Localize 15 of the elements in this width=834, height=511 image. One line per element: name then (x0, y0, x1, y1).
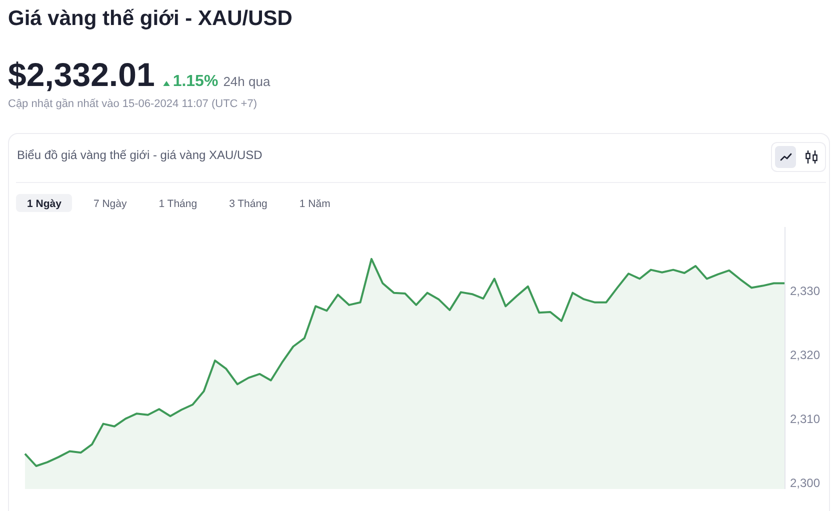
text: 7 Ngày (93, 198, 127, 210)
text: $2,332.01 (8, 55, 155, 95)
text: 1.15% (172, 73, 218, 91)
text: Cập nhật gần nhất vào 15-06-2024 11:07 (UTC +7) (8, 98, 257, 110)
text: 3 Tháng (229, 198, 268, 210)
chart-subtitle: Biểu đồ giá vàng thế giới - giá vàng XAU/USD (17, 148, 262, 162)
text: 1 Tháng (158, 198, 198, 210)
y-tick-label: 2,300 (790, 476, 820, 490)
chart-title: Giá vàng thế giới - XAU/USD (8, 6, 292, 32)
y-tick-label: 2,330 (790, 284, 820, 298)
text: 1 Ngày (27, 198, 62, 210)
text: 24h qua (223, 74, 270, 89)
y-tick-label: 2,320 (790, 348, 820, 362)
text: 1 Năm (299, 198, 330, 210)
y-tick-label: 2,310 (790, 412, 820, 426)
